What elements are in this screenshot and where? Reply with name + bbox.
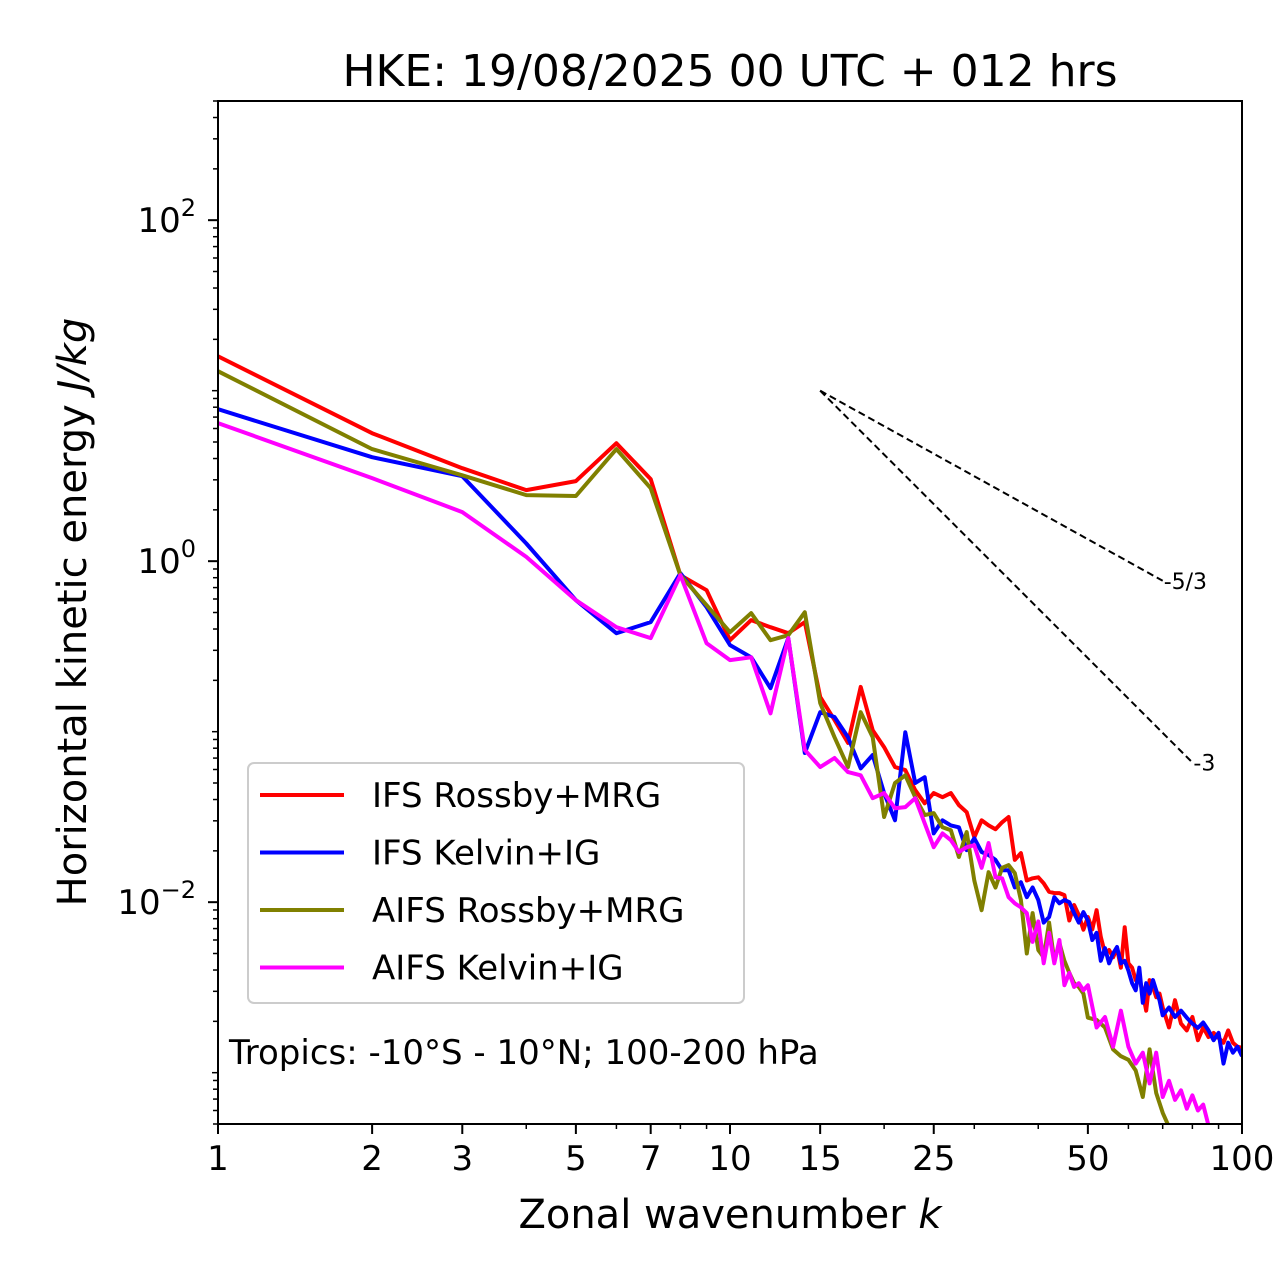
x-tick-label: 3 [451,1139,473,1179]
legend-label: IFS Kelvin+IG [372,834,600,874]
x-axis-ticks: 1 2 3 5 7 10 15 25 50 100 [207,1124,1274,1179]
y-axis-ticks: 102 100 10−2 [117,100,218,1125]
series-line-ifs-kelvin-ig [218,407,1242,1066]
legend-label: AIFS Kelvin+IG [372,949,624,989]
y-axis-label: Horizontal kinetic energy J/kg [50,318,96,907]
reference-line-label: -5/3 [1164,570,1207,595]
series-line-aifs-kelvin-ig [218,421,1211,1124]
reference-line-label: -3 [1193,752,1215,777]
x-tick-label: 50 [1066,1139,1109,1179]
x-tick-label: 25 [912,1139,955,1179]
x-axis-label: Zonal wavenumber k [518,1192,943,1238]
x-tick-label: 1 [207,1139,229,1179]
x-axis-label-text: Zonal wavenumber [518,1192,906,1238]
region-annotation: Tropics: -10°S - 10°N; 100-200 hPa [228,1033,819,1073]
x-tick-label: 10 [708,1139,751,1179]
legend-label: AIFS Rossby+MRG [372,891,684,931]
x-tick-label: 5 [565,1139,587,1179]
y-axis-label-text: Horizontal kinetic energy [50,404,96,906]
reference-line-labels: -5/3 -3 [1164,570,1216,777]
chart-title: HKE: 19/08/2025 00 UTC + 012 hrs [342,46,1117,97]
legend: IFS Rossby+MRG IFS Kelvin+IG AIFS Rossby+M… [247,762,745,1004]
y-tick-label: 10−2 [117,876,196,923]
series-lines [218,354,1242,1124]
legend-label: IFS Rossby+MRG [372,776,661,816]
y-tick-label: 102 [137,194,196,241]
y-tick-label: 100 [137,535,196,582]
x-tick-label: 100 [1210,1139,1275,1179]
x-axis-label-symbol: k [918,1192,943,1238]
x-tick-label: 2 [361,1139,383,1179]
y-axis-label-unit: J/kg [50,318,96,399]
x-tick-label: 7 [640,1139,662,1179]
legend-box [247,762,745,1004]
x-tick-label: 15 [799,1139,842,1179]
